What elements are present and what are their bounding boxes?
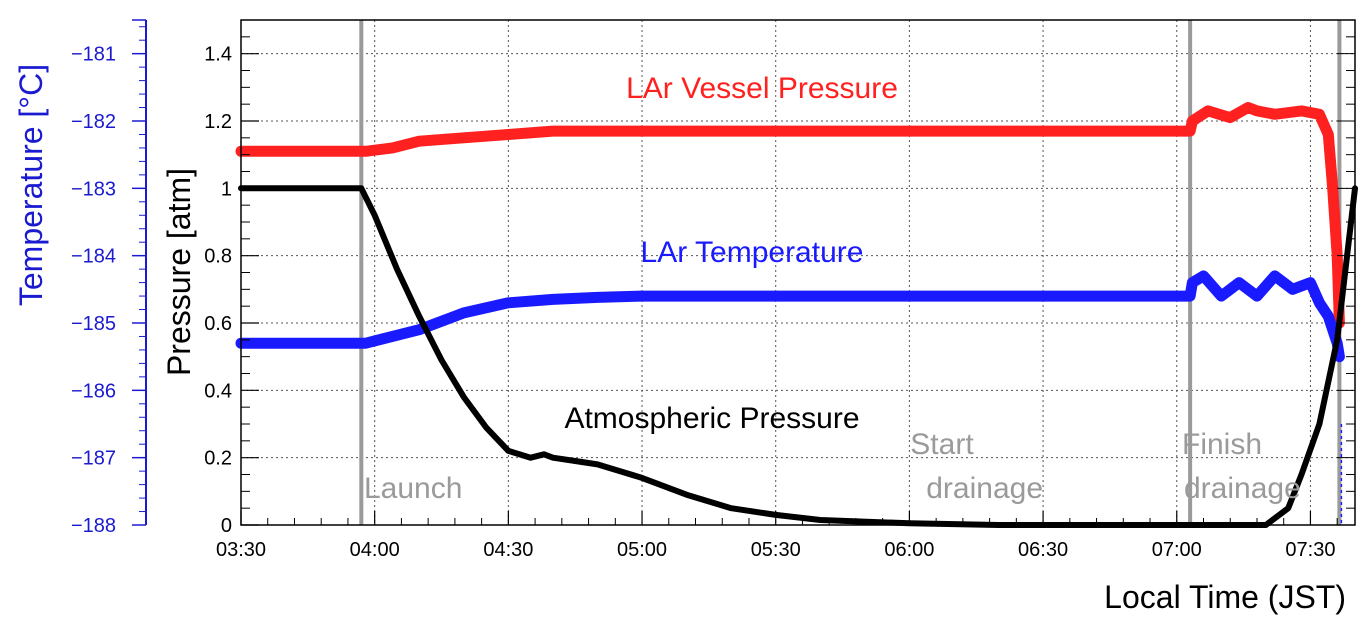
x-tick-label: 04:00 — [350, 539, 400, 561]
y-tick-label: 0.2 — [204, 448, 232, 470]
y-tick-label: 1.2 — [204, 111, 232, 133]
y-tick-label: 0.6 — [204, 313, 232, 335]
event-label-finish-line1: Finish — [1182, 428, 1262, 461]
x-tick-label: 06:30 — [1018, 539, 1068, 561]
series-vessel-pressure — [235, 102, 1345, 329]
x-axis-title: Local Time (JST) — [1104, 579, 1346, 615]
axes: 03:30 04:00 04:30 05:00 05:30 06:00 06:30 07:00… — [71, 19, 1355, 561]
y2-tick-label: −183 — [71, 178, 116, 200]
label-atmospheric-pressure: Atmospheric Pressure — [564, 402, 859, 435]
event-label-start-drainage: Start drainage — [910, 428, 1043, 505]
label-vessel-pressure: LAr Vessel Pressure — [626, 72, 898, 105]
y2-tick-label: −185 — [71, 313, 116, 335]
series-lines — [235, 102, 1358, 528]
x-tick-label: 07:00 — [1152, 539, 1202, 561]
event-label-finish-drainage: Finish drainage — [1182, 428, 1301, 505]
y2-tick-label: −188 — [71, 515, 116, 537]
event-label-start-line1: Start — [910, 428, 974, 461]
label-lar-temperature: LAr Temperature — [641, 236, 864, 269]
y-axis-title: Pressure [atm] — [161, 168, 197, 376]
event-label-launch: Launch — [364, 472, 462, 505]
y-tick-label: 1.4 — [204, 44, 232, 66]
y-tick-label: 0.4 — [204, 380, 232, 402]
x-tick-label: 03:30 — [216, 539, 266, 561]
y2-tick-label: −186 — [71, 380, 116, 402]
event-label-start-line2: drainage — [926, 472, 1043, 505]
y-tick-label: 0.8 — [204, 246, 232, 268]
x-tick-label: 04:30 — [483, 539, 533, 561]
y2-tick-label: −187 — [71, 448, 116, 470]
x-tick-label: 05:30 — [751, 539, 801, 561]
y2-tick-label: −182 — [71, 111, 116, 133]
x-tick-label: 06:00 — [884, 539, 934, 561]
y2-axis-title: Temperature [°C] — [13, 64, 49, 306]
event-label-finish-line2: drainage — [1184, 472, 1301, 505]
event-label-launch-line: Launch — [364, 472, 462, 505]
y-tick-label: 1 — [221, 178, 232, 200]
y-tick-label: 0 — [221, 515, 232, 537]
y2-tick-label: −181 — [71, 44, 116, 66]
x-tick-label: 07:30 — [1285, 539, 1335, 561]
x-tick-label: 05:00 — [617, 539, 667, 561]
y2-tick-label: −184 — [71, 246, 116, 268]
series-lar-temperature — [235, 270, 1345, 363]
